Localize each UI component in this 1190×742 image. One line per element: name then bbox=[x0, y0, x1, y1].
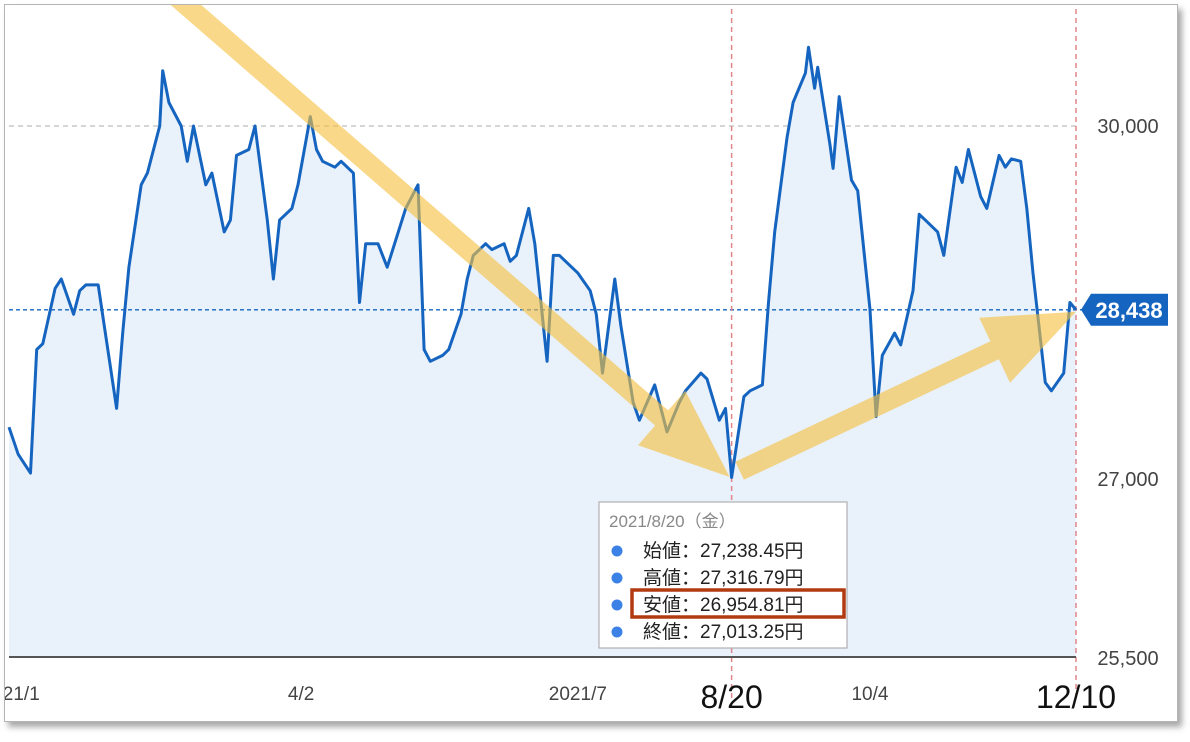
marker-date-label: 8/20 bbox=[700, 679, 762, 715]
marker-date-labels: 8/20 12/10 bbox=[700, 679, 1116, 715]
current-price-label: 28,438 bbox=[1095, 298, 1162, 323]
y-tick-label: 25,500 bbox=[1097, 648, 1158, 670]
y-axis-ticks: 30,000 27,000 25,500 bbox=[1097, 116, 1158, 670]
stock-chart: 30,000 27,000 25,500 21/1 4/2 2021/7 10/4 8/2… bbox=[4, 5, 1168, 715]
tooltip-bullet bbox=[611, 599, 623, 611]
tooltip-row: 終値：27,013.25円 bbox=[643, 621, 804, 643]
trend-arrows bbox=[170, 5, 1076, 480]
trend-arrow bbox=[735, 311, 1076, 480]
y-tick-label: 27,000 bbox=[1097, 469, 1158, 491]
ohlc-tooltip: 2021/8/20（金） 始値：27,238.45円高値：27,316.79円安… bbox=[598, 501, 848, 649]
price-tag-shape bbox=[1081, 293, 1168, 326]
price-area bbox=[9, 47, 1076, 657]
x-axis-ticks: 21/1 4/2 2021/7 10/4 bbox=[4, 684, 889, 705]
tooltip-date: 2021/8/20（金） bbox=[609, 512, 736, 531]
highlight-box-low-price bbox=[630, 588, 846, 619]
tooltip-bullet bbox=[611, 626, 623, 638]
y-tick-label: 30,000 bbox=[1097, 116, 1158, 138]
x-tick-label: 21/1 bbox=[4, 684, 40, 705]
tooltip-row: 始値：27,238.45円 bbox=[643, 540, 804, 562]
tooltip-bullet bbox=[611, 545, 623, 557]
x-tick-label: 2021/7 bbox=[549, 684, 607, 705]
chart-frame: 30,000 27,000 25,500 21/1 4/2 2021/7 10/4 8/2… bbox=[4, 4, 1178, 722]
x-tick-label: 4/2 bbox=[288, 684, 314, 705]
price-line bbox=[7, 45, 1078, 479]
marker-date-label: 12/10 bbox=[1036, 679, 1116, 715]
tooltip-bullet bbox=[611, 572, 623, 584]
tooltip-rows: 始値：27,238.45円高値：27,316.79円安値：26,954.81円終… bbox=[611, 540, 804, 643]
x-tick-label: 10/4 bbox=[851, 684, 888, 705]
tooltip-box bbox=[598, 501, 848, 649]
tooltip-row: 高値：27,316.79円 bbox=[643, 567, 804, 589]
trend-arrow bbox=[170, 5, 730, 477]
current-price-tag: 28,438 bbox=[1081, 293, 1168, 326]
tooltip-row: 安値：26,954.81円 bbox=[643, 594, 804, 616]
